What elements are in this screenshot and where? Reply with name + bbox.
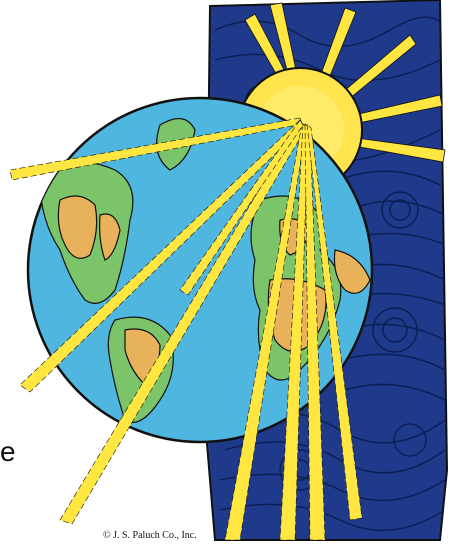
copyright-notice: © J. S. Paluch Co., Inc.: [103, 530, 197, 541]
sun-rays-earth: [9, 117, 363, 541]
cropped-edge-text: e: [0, 438, 16, 466]
